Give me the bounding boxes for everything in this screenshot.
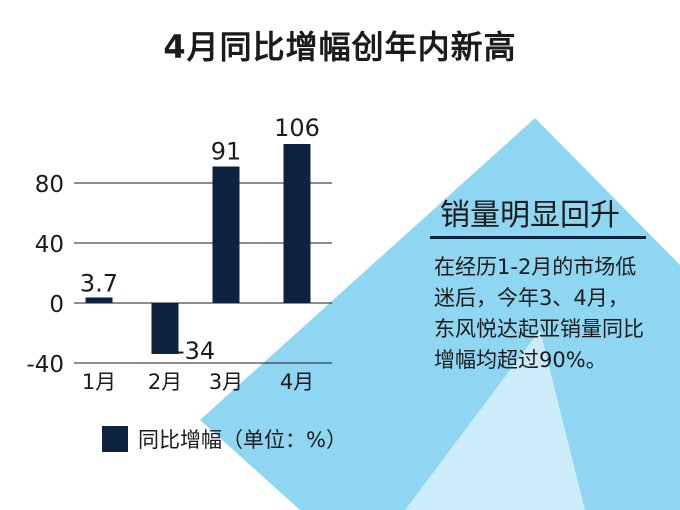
x-tick-label: 2月 [148, 370, 182, 394]
data-label: 91 [211, 138, 242, 166]
y-tick-label: -40 [26, 352, 64, 378]
side-heading: 销量明显回升 [440, 198, 620, 233]
legend-label: 同比增幅（单位：%） [138, 428, 347, 452]
y-tick-label: 80 [35, 172, 64, 198]
x-tick-label: 3月 [209, 370, 243, 394]
y-tick-label: 0 [49, 292, 64, 318]
bar-3月 [212, 166, 240, 303]
y-tick-label: 40 [35, 232, 64, 258]
legend-swatch [102, 426, 128, 452]
chart-legend: 同比增幅（单位：%） [102, 424, 347, 454]
data-label: 3.7 [80, 269, 118, 297]
bar-1月 [85, 297, 113, 303]
x-tick-label: 4月 [280, 370, 314, 394]
page-title: 4月同比增幅创年内新高 [163, 28, 517, 66]
bar-2月 [151, 303, 179, 354]
side-body-text: 在经历1-2月的市场低迷后，今年3、4月，东风悦达起亚销量同比增幅均超过90%。 [434, 255, 644, 372]
x-tick-label: 1月 [82, 370, 116, 394]
bar-4月 [283, 144, 311, 303]
data-label: -34 [176, 337, 215, 365]
side-heading-divider [430, 236, 646, 239]
data-label: 106 [274, 114, 320, 142]
